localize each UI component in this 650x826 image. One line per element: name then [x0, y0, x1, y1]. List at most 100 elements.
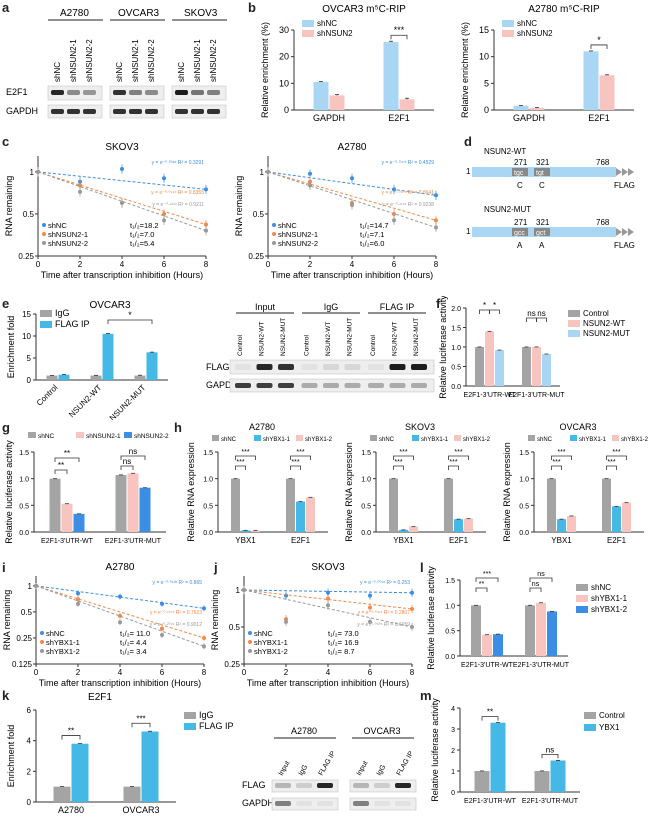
data-point [308, 183, 312, 188]
chart-title: SKOV3 [105, 142, 139, 153]
x-category-label: E2F1-3'UTR-WT [464, 798, 517, 805]
y-tick-label: 0.5 [21, 608, 33, 617]
x-category-label: NSUN2-WT [67, 383, 103, 419]
legend-swatch [302, 20, 314, 27]
x-category-label: E2F1-3'UTR-WT [464, 392, 517, 399]
y-tick-label: 4 [451, 706, 455, 713]
bar [464, 518, 473, 532]
blot-lane-label: shNC [177, 62, 186, 82]
half-life: t₁/₂= 3.4 [120, 647, 147, 656]
construct-wt-codon: tgt [536, 170, 544, 177]
blot-lane-label: FLAG IP [396, 750, 416, 777]
blot-lane-label: NSUN2-WT [259, 322, 266, 356]
blot-band [235, 383, 251, 388]
fit-equation: y = e⁻⁰·¹⁵⁷ˣ R² = 0.7623 [150, 610, 202, 616]
y-tick-label: 0.25 [18, 252, 34, 261]
significance-label: *** [136, 714, 145, 723]
legend-entry: shYBX1-1 [591, 594, 628, 603]
bar [534, 771, 550, 792]
y-tick-label: 1.5 [519, 450, 529, 457]
x-tick-label: 2 [308, 260, 313, 269]
y-axis-label: Relative enrichment (%) [460, 22, 470, 118]
fit-equation: y = e⁻⁰·²⁰⁴ˣ R² = 0.9012 [150, 622, 203, 628]
fit-equation: y = e⁻⁰·¹¹⁵ˣ R² = 0.9238 [382, 202, 434, 208]
panel-e: OVCAR3 0 5 10 15 Enrichment fold Control NSUN2-… [6, 300, 435, 420]
y-tick-label: 0.25 [224, 660, 240, 669]
panel-label-a: a [2, 0, 10, 15]
significance-bracket [536, 317, 547, 322]
panel-d-constructs: NSUN2-WT 1 271 321 768 tgc tgt C C FLAG … [466, 147, 635, 250]
y-tick-label: 3 [451, 727, 455, 734]
legend-swatch [254, 435, 261, 441]
construct-mut-title: NSUN2-MUT [484, 205, 531, 214]
y-tick-label: 1.5 [203, 450, 213, 457]
legend-entry: shNSUN2-1 [48, 230, 88, 239]
x-axis-label: Time after transcription inhibition (Hou… [39, 678, 201, 688]
legend-swatch [528, 435, 535, 441]
panel-label-k: k [2, 688, 10, 703]
bar [123, 786, 141, 802]
blot-band [129, 90, 142, 95]
construct-wt-site [534, 168, 550, 176]
y-tick-label: 0 [284, 105, 289, 115]
legend-swatch [576, 595, 588, 602]
x-tick-label: 6 [392, 260, 397, 269]
legend-entry: NSUN2-MUT [583, 329, 630, 338]
fit-equation: y = e⁻⁰·⁰³⁸ˣ R² = 0.3291 [152, 160, 205, 166]
chart-title: A2780 [106, 562, 135, 573]
data-point [162, 218, 166, 223]
bar [493, 634, 503, 656]
significance-label: *** [291, 459, 299, 466]
legend-entry: shNSUN2-2 [48, 239, 88, 248]
legend-swatch [568, 310, 580, 317]
blot-lane-label: shNC [53, 62, 62, 82]
x-tick-label: 6 [368, 668, 373, 677]
blot-row-label: FLAG [242, 780, 266, 790]
panel-label-c: c [2, 134, 10, 149]
blot-lane-label: shNSUN2-2 [85, 39, 94, 82]
significance-label: * [493, 301, 496, 310]
data-point [434, 218, 438, 223]
y-axis-label: RNA remaining [4, 176, 14, 237]
blot-band [395, 783, 411, 788]
legend-swatch [302, 30, 314, 37]
legend-marker [42, 241, 46, 245]
blot-band [275, 783, 291, 788]
fit-equation: y = e⁻⁰·⁰⁶³ˣ R² = 0.865 [152, 580, 202, 586]
data-point [76, 597, 80, 602]
y-tick-label: 10 [22, 332, 31, 341]
blot-lane-label: NSUN2-MUT [413, 318, 420, 356]
data-point [76, 601, 80, 606]
legend-swatch [296, 435, 303, 441]
bar [471, 605, 481, 656]
legend-entry: shYBX1-2 [254, 647, 288, 656]
panel-b-charts: OVCAR3 m⁵C-RIP 0 10 20 30 Relative enrichment… [260, 4, 634, 123]
data-point [36, 169, 40, 174]
legend-swatch [612, 435, 619, 441]
legend-marker [272, 223, 276, 227]
data-point [202, 635, 206, 640]
legend-swatch [576, 606, 588, 613]
legend-entry: Control [583, 309, 609, 318]
legend-swatch [28, 432, 36, 438]
blot-band [301, 364, 318, 370]
data-point [392, 187, 396, 192]
legend-entry: shYBX1-2 [591, 605, 628, 614]
y-tick-label: 1.0 [361, 477, 371, 484]
fit-line [267, 171, 437, 196]
fit-equation: y = e⁻⁰·⁰⁴¹ˣ R² = 0.2807 [358, 610, 411, 616]
legend-marker [40, 640, 44, 644]
bar [536, 602, 546, 656]
fit-line [37, 171, 207, 226]
significance-label: *** [612, 449, 620, 456]
half-life: t₁/₂=14.7 [360, 221, 389, 230]
panel-label-d: d [464, 134, 472, 149]
blot-band [113, 109, 126, 114]
x-tick-label: 0 [34, 668, 39, 677]
bar [550, 760, 566, 792]
chart-title: OVCAR3 [559, 422, 596, 432]
y-tick-label: 10 [279, 78, 289, 88]
panel-g: shNC shNSUN2-1 shNSUN2-2 0.0 0.5 1.0 1.5 Relati… [4, 432, 169, 545]
blot-a-row-label: GAPDH [6, 106, 38, 116]
bar [53, 786, 71, 802]
